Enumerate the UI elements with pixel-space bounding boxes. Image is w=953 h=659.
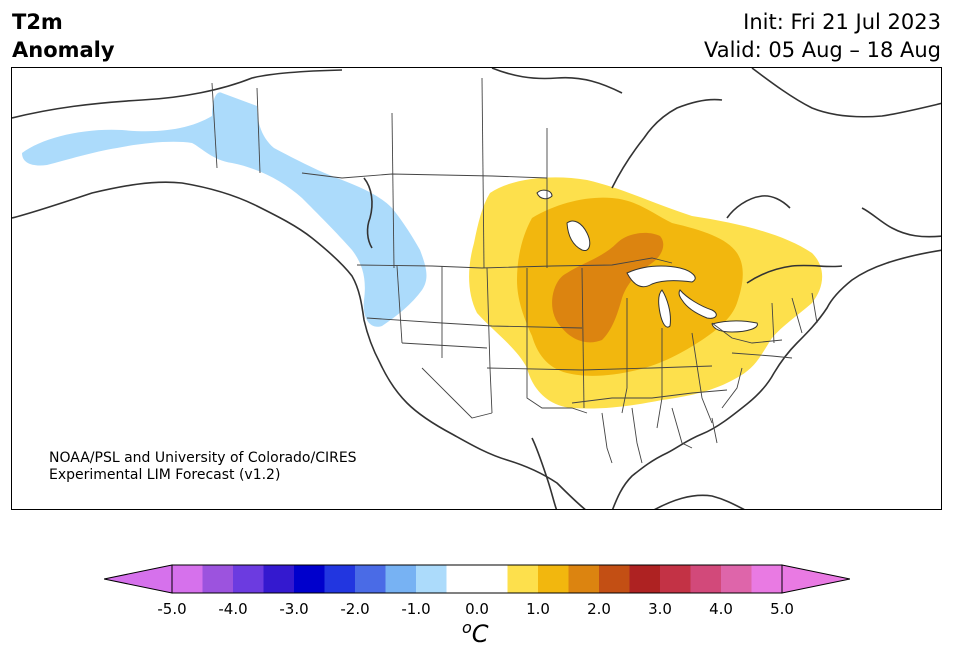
colorbar-bin bbox=[721, 565, 752, 593]
colorbar-bin bbox=[294, 565, 325, 593]
colorbar-bins bbox=[172, 565, 783, 593]
unit-letter: C bbox=[471, 620, 489, 648]
colorbar bbox=[104, 564, 850, 594]
colorbar-tick-label: 5.0 bbox=[770, 600, 794, 618]
colorbar-frame bbox=[171, 564, 783, 594]
forecast-dates: Init: Fri 21 Jul 2023 Valid: 05 Aug – 18… bbox=[704, 8, 941, 64]
political-borders bbox=[211, 77, 818, 464]
colorbar-bin bbox=[507, 565, 539, 593]
colorbar-bin bbox=[599, 565, 630, 593]
colorbar-bin bbox=[355, 565, 386, 593]
colorbar-bin bbox=[660, 565, 691, 593]
colorbar-over-triangle bbox=[781, 564, 850, 594]
colorbar-tick-label: -1.0 bbox=[401, 600, 431, 618]
credit-text: NOAA/PSL and University of Colorado/CIRE… bbox=[49, 450, 357, 484]
forecast-map bbox=[11, 67, 942, 510]
colorbar-bin bbox=[324, 565, 356, 593]
colorbar-bin bbox=[446, 565, 478, 593]
title-variable: T2m bbox=[12, 10, 63, 34]
colorbar-ticks: -5.0 -4.0 -3.0 -2.0 -1.0 0.0 1.0 2.0 3.0 4.0 5.0 bbox=[0, 600, 953, 620]
colorbar-bin bbox=[477, 565, 508, 593]
credit-line2: Experimental LIM Forecast (v1.2) bbox=[49, 467, 281, 483]
colorbar-under-triangle bbox=[104, 564, 173, 594]
coastlines bbox=[12, 68, 941, 509]
unit-degree: o bbox=[462, 618, 472, 637]
credit-line1: NOAA/PSL and University of Colorado/CIRE… bbox=[49, 450, 357, 466]
colorbar-tick-label: 2.0 bbox=[587, 600, 611, 618]
colorbar-tick-label: 3.0 bbox=[648, 600, 672, 618]
colorbar-bin bbox=[690, 565, 722, 593]
title-anomaly: Anomaly bbox=[12, 38, 115, 62]
colorbar-bin bbox=[385, 565, 417, 593]
figure-title: T2m Anomaly bbox=[12, 8, 115, 64]
colorbar-bin bbox=[263, 565, 295, 593]
colorbar-tick-label: 4.0 bbox=[709, 600, 733, 618]
colorbar-tick-label: 0.0 bbox=[465, 600, 489, 618]
init-date: Init: Fri 21 Jul 2023 bbox=[743, 10, 941, 34]
colorbar-bin bbox=[629, 565, 661, 593]
colorbar-tick-label: -3.0 bbox=[279, 600, 309, 618]
map-canvas bbox=[12, 68, 941, 509]
great-lakes bbox=[536, 189, 758, 333]
colorbar-tick-label: -5.0 bbox=[157, 600, 187, 618]
colorbar-bin bbox=[416, 565, 447, 593]
colorbar-bin bbox=[568, 565, 600, 593]
valid-date: Valid: 05 Aug – 18 Aug bbox=[703, 38, 941, 62]
warm-anomaly-level3 bbox=[552, 232, 664, 343]
cool-anomaly-region bbox=[22, 92, 427, 327]
colorbar-bin bbox=[751, 565, 783, 593]
colorbar-unit: oC bbox=[462, 618, 489, 648]
colorbar-bin bbox=[233, 565, 264, 593]
colorbar-tick-label: 1.0 bbox=[526, 600, 550, 618]
colorbar-tick-label: -2.0 bbox=[340, 600, 370, 618]
colorbar-tick-label: -4.0 bbox=[218, 600, 248, 618]
colorbar-bin bbox=[202, 565, 234, 593]
colorbar-bin bbox=[538, 565, 569, 593]
colorbar-bin bbox=[172, 565, 203, 593]
